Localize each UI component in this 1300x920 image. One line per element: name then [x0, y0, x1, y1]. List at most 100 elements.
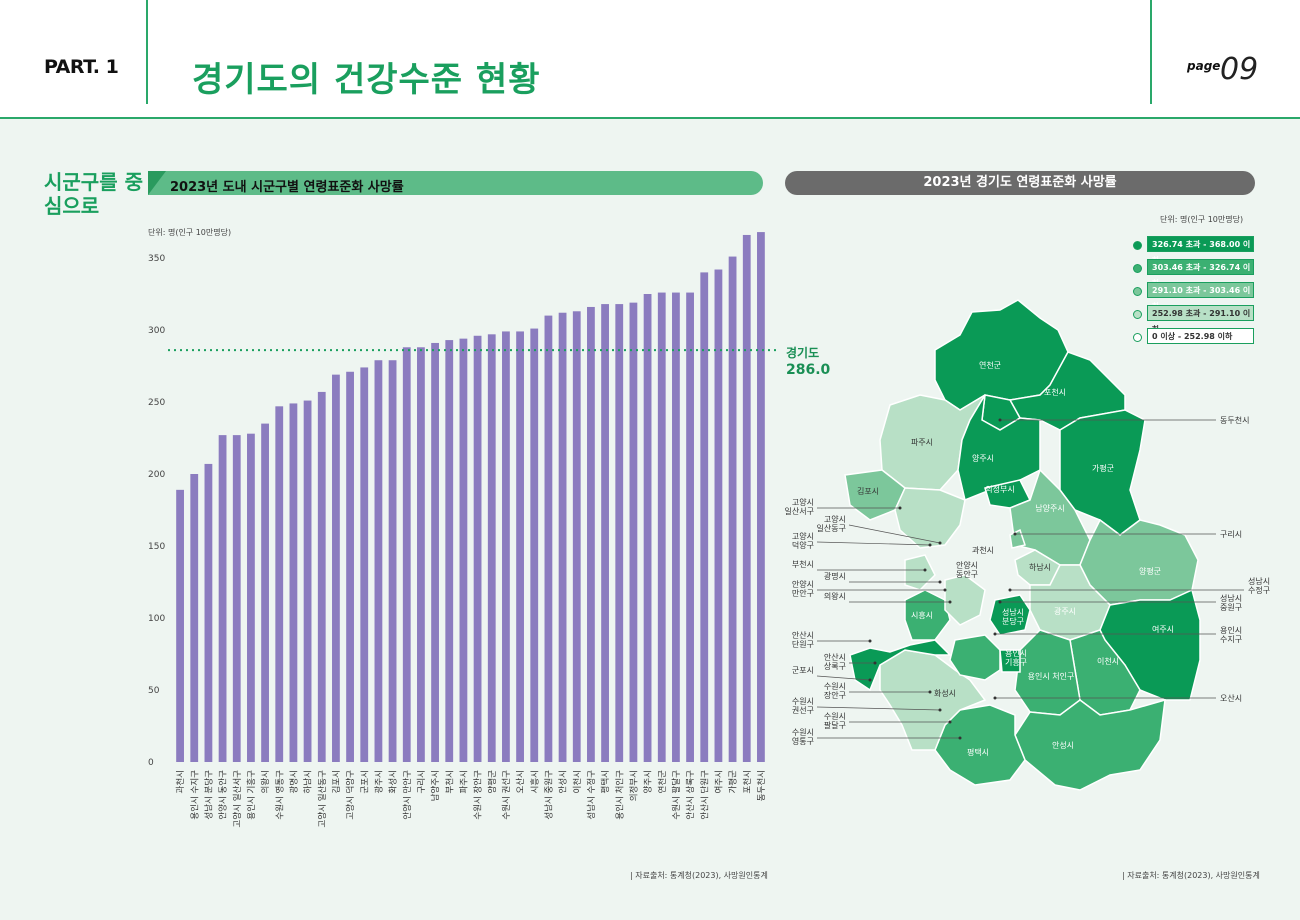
bar: [672, 292, 680, 762]
bar: [757, 232, 765, 762]
legend-label: 291.10 초과 - 303.46 이하: [1147, 282, 1254, 311]
x-tick-label: 김포시: [331, 770, 342, 793]
map-title-banner: 2023년 경기도 연령표준화 사망률: [785, 171, 1255, 195]
region-yongin-cheoin: [1014, 629, 1081, 716]
map-callout-label: 성남시 수정구: [1248, 577, 1270, 595]
region-paju: [879, 394, 986, 491]
x-tick-label: 성남시 중원구: [544, 770, 554, 820]
map-inner-label: 안양시 동안구: [956, 560, 978, 579]
bar: [218, 435, 227, 762]
map-region-label: 의정부시: [985, 484, 1014, 494]
map-region-label: 이천시: [1097, 656, 1119, 666]
bar: [530, 328, 539, 762]
bar: [742, 234, 751, 762]
header-divider: [1150, 0, 1152, 104]
bar: [303, 400, 312, 762]
callout-dot: [928, 690, 932, 694]
bar: [289, 403, 298, 762]
map-callout-label: 광명시: [824, 571, 846, 581]
bar: [388, 360, 397, 762]
callout-dot: [948, 720, 952, 724]
x-tick-label: 안양시 만안구: [402, 770, 413, 820]
map-region-label: 과천시: [972, 545, 994, 555]
callout-dot: [923, 568, 927, 572]
bar: [431, 342, 439, 762]
region-yongin-giheung: [999, 649, 1021, 673]
bar: [572, 311, 581, 762]
map-region-label: 양주시: [972, 454, 994, 463]
x-tick-label: 성남시 수정구: [586, 770, 597, 820]
map-region-label: 김포시: [857, 486, 879, 496]
callout-dot: [958, 736, 962, 740]
legend-swatch: [1133, 310, 1142, 319]
region-namyangju: [1009, 468, 1091, 566]
chart-source: | 자료출처: 통계청(2023), 사망원인통계: [630, 871, 768, 880]
callout-dot: [943, 588, 947, 592]
callout-leader: [816, 706, 941, 711]
region-guri: [1009, 528, 1026, 549]
bar-chart: 0 50 100 150 200 250 300 350 과천시 용인시 수지구 성남시 분당구 안양…: [148, 232, 778, 828]
x-tick-label: 오산시: [515, 770, 526, 793]
region-yeoncheon: [934, 299, 1069, 411]
map-callout-label: 고양시 일산동구: [817, 515, 846, 533]
callout-dot: [993, 632, 997, 636]
bar: [516, 331, 524, 762]
bar: [473, 335, 482, 762]
region-gimpo: [844, 469, 906, 521]
bar: [261, 423, 269, 762]
y-tick-label: 350: [148, 254, 165, 264]
legend-label: 326.74 초과 - 368.00 이하: [1147, 236, 1254, 265]
map-region-label: 파주시: [911, 438, 933, 447]
x-tick-label: 양주시: [643, 770, 654, 793]
bar: [502, 331, 510, 762]
bar: [190, 474, 199, 762]
header-divider: [146, 0, 148, 104]
x-tick-label: 남양주시: [430, 770, 441, 801]
x-tick-label: 시흥시: [529, 770, 540, 793]
x-tick-label: 파주시: [459, 770, 469, 793]
region-ansan: [849, 639, 952, 692]
region-seongnam: [989, 594, 1031, 636]
x-tick-label: 의정부시: [628, 770, 639, 801]
map-callout-label: 수원시 영통구: [792, 728, 814, 746]
chart-title-banner: 2023년 도내 시군구별 연령표준화 사망률: [148, 171, 763, 195]
map-inner-label: 용인시 기흥구: [1005, 648, 1027, 667]
bar: [728, 256, 737, 762]
gyeonggi-value: 286.0: [786, 362, 831, 378]
bar: [601, 304, 609, 762]
region-gwangju: [1029, 564, 1111, 641]
x-tick-label: 화성시: [389, 770, 399, 793]
region-yeoju: [1099, 588, 1201, 701]
map-callout-label: 고양시 일산서구: [785, 498, 814, 516]
page-number: 09: [1220, 52, 1259, 87]
callout-dot: [948, 600, 952, 604]
bar: [204, 463, 213, 762]
x-tick-label: 고양시 덕양구: [345, 770, 356, 820]
map-region-label: 연천군: [979, 360, 1001, 370]
x-tick-label: 안산시 단원구: [699, 770, 710, 820]
page-title: 경기도의 건강수준 현황: [192, 60, 541, 100]
bar: [417, 347, 425, 762]
map-region-label: 용인시 처인구: [1028, 671, 1075, 681]
region-gapyeong: [1059, 409, 1146, 536]
map-callout-label: 수원시 팔달구: [824, 712, 846, 730]
callout-dot: [928, 543, 932, 547]
bar: [643, 294, 652, 762]
x-tick-label: 의왕시: [260, 770, 271, 793]
map-region-label: 광주시: [1054, 606, 1076, 616]
bar: [374, 360, 383, 762]
bar: [629, 302, 638, 762]
region-goyang: [894, 487, 966, 549]
x-tick-label: 고양시 일산서구: [232, 770, 243, 828]
x-tick-label: 동두천시: [756, 770, 767, 801]
y-tick-label: 100: [148, 614, 165, 624]
gyeonggi-name: 경기도: [786, 346, 820, 360]
map-region-label: 양평군: [1139, 566, 1161, 576]
callout-leader: [816, 541, 931, 546]
region-anseong: [1014, 698, 1166, 791]
x-tick-label: 수원시 권선구: [501, 770, 512, 820]
legend-label: 303.46 초과 - 326.74 이하: [1147, 259, 1254, 288]
callout-dot: [873, 661, 877, 665]
bar: [247, 433, 255, 762]
